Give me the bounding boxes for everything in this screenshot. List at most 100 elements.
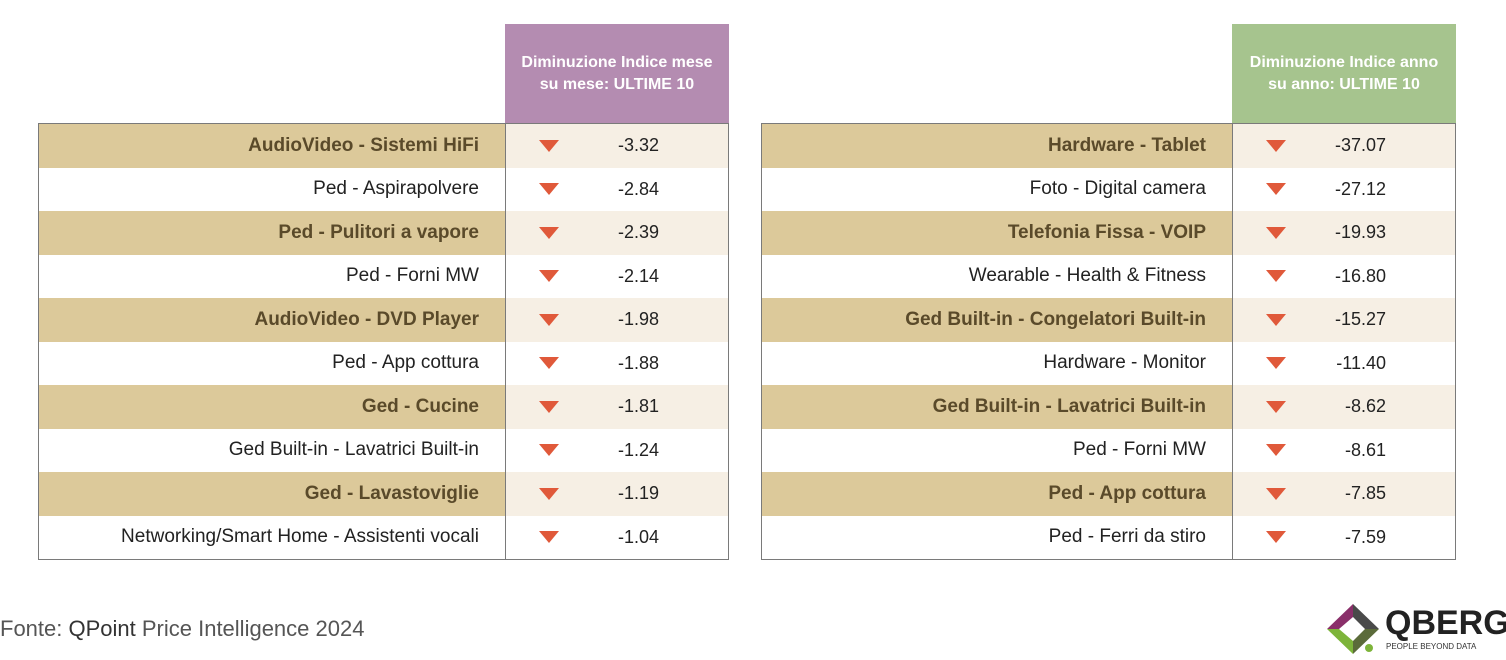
down-arrow-icon [539, 313, 579, 326]
mom-value-cell: -1.81 [506, 385, 728, 429]
yoy-row-value: -37.07 [1334, 135, 1386, 156]
table-row: AudioVideo - DVD Player -1.98 [39, 298, 728, 342]
mom-row-value: -1.04 [617, 526, 659, 547]
table-row: Ged - Lavastoviglie -1.19 [39, 472, 728, 516]
mom-value-cell: -2.39 [506, 211, 728, 255]
yoy-value-cell: -11.40 [1233, 341, 1455, 385]
mom-row-value: -1.98 [617, 309, 659, 330]
source-note: Fonte: QPoint Price Intelligence 2024 [0, 616, 364, 642]
yoy-value-cell: -16.80 [1233, 254, 1455, 298]
down-arrow-icon [539, 139, 579, 152]
table-row: Ged Built-in - Lavatrici Built-in -1.24 [39, 428, 728, 472]
mom-row-label: Ged - Cucine [39, 385, 506, 429]
yoy-row-label: Ged Built-in - Lavatrici Built-in [762, 385, 1233, 429]
yoy-row-label: Ped - Forni MW [762, 428, 1233, 472]
qberg-diamond-icon [1327, 604, 1379, 654]
yoy-row-value: -16.80 [1334, 265, 1386, 286]
down-arrow-icon [1266, 357, 1306, 370]
mom-row-value: -2.84 [617, 178, 659, 199]
down-arrow-icon [539, 270, 579, 283]
table-row: Ped - Pulitori a vapore -2.39 [39, 211, 728, 255]
yoy-value-cell: -7.59 [1233, 515, 1455, 559]
yoy-row-label: Hardware - Monitor [762, 341, 1233, 385]
down-arrow-icon [539, 444, 579, 457]
yoy-row-value: -8.62 [1344, 396, 1386, 417]
table-row: Ged Built-in - Lavatrici Built-in -8.62 [762, 385, 1455, 429]
table-row: Wearable - Health & Fitness -16.80 [762, 254, 1455, 298]
source-rest: Price Intelligence 2024 [135, 616, 365, 641]
down-arrow-icon [1266, 183, 1306, 196]
table-row: Telefonia Fissa - VOIP -19.93 [762, 211, 1455, 255]
down-arrow-icon [539, 400, 579, 413]
source-prefix: Fonte: [0, 616, 69, 641]
table-row: Ged - Cucine -1.81 [39, 385, 728, 429]
mom-value-cell: -3.32 [506, 124, 728, 168]
table-row: Ged Built-in - Congelatori Built-in -15.2… [762, 298, 1455, 342]
yoy-value-cell: -27.12 [1233, 167, 1455, 211]
mom-row-label: Ged - Lavastoviglie [39, 472, 506, 516]
table-row: Ped - Forni MW -2.14 [39, 254, 728, 298]
down-arrow-icon [539, 531, 579, 544]
mom-row-label: Ped - App cottura [39, 341, 506, 385]
table-row: Ped - Aspirapolvere -2.84 [39, 167, 728, 211]
yoy-row-value: -19.93 [1334, 222, 1386, 243]
yoy-value-cell: -8.62 [1233, 385, 1455, 429]
yoy-value-cell: -15.27 [1233, 298, 1455, 342]
table-row: Networking/Smart Home - Assistenti vocal… [39, 515, 728, 559]
mom-row-value: -2.14 [617, 265, 659, 286]
mom-row-label: AudioVideo - DVD Player [39, 298, 506, 342]
yoy-row-label: Foto - Digital camera [762, 167, 1233, 211]
yoy-value-cell: -7.85 [1233, 472, 1455, 516]
header-month-on-month: Diminuzione Indice mese su mese: ULTIME … [505, 24, 729, 123]
source-brand: QPoint [68, 616, 136, 641]
yoy-row-label: Telefonia Fissa - VOIP [762, 211, 1233, 255]
mom-row-label: Ped - Pulitori a vapore [39, 211, 506, 255]
down-arrow-icon [1266, 444, 1306, 457]
mom-row-label: Ped - Forni MW [39, 254, 506, 298]
yoy-value-cell: -19.93 [1233, 211, 1455, 255]
yoy-row-label: Wearable - Health & Fitness [762, 254, 1233, 298]
mom-row-label: Ped - Aspirapolvere [39, 167, 506, 211]
down-arrow-icon [1266, 270, 1306, 283]
table-row: Ped - Forni MW -8.61 [762, 428, 1455, 472]
down-arrow-icon [1266, 139, 1306, 152]
mom-row-value: -2.39 [617, 222, 659, 243]
table-year-on-year: Hardware - Tablet -37.07 Foto - Digital ca… [761, 123, 1456, 560]
yoy-row-label: Ped - Ferri da stiro [762, 515, 1233, 559]
logo-wordmark: QBERG [1385, 604, 1506, 642]
yoy-row-value: -8.61 [1344, 439, 1386, 460]
down-arrow-icon [539, 487, 579, 500]
table-row: Hardware - Monitor -11.40 [762, 341, 1455, 385]
mom-value-cell: -2.14 [506, 254, 728, 298]
logo-tagline: PEOPLE BEYOND DATA [1386, 642, 1477, 651]
down-arrow-icon [539, 357, 579, 370]
down-arrow-icon [1266, 226, 1306, 239]
table-row: AudioVideo - Sistemi HiFi -3.32 [39, 124, 728, 168]
mom-row-label: Networking/Smart Home - Assistenti vocal… [39, 515, 506, 559]
yoy-row-label: Ged Built-in - Congelatori Built-in [762, 298, 1233, 342]
table-row: Foto - Digital camera -27.12 [762, 167, 1455, 211]
mom-row-value: -1.88 [617, 352, 659, 373]
mom-value-cell: -1.24 [506, 428, 728, 472]
mom-value-cell: -1.98 [506, 298, 728, 342]
mom-value-cell: -2.84 [506, 167, 728, 211]
yoy-row-value: -7.59 [1344, 526, 1386, 547]
mom-value-cell: -1.88 [506, 341, 728, 385]
mom-row-value: -3.32 [617, 135, 659, 156]
down-arrow-icon [1266, 313, 1306, 326]
mom-row-value: -1.24 [617, 439, 659, 460]
table-row: Ped - App cottura -1.88 [39, 341, 728, 385]
down-arrow-icon [539, 226, 579, 239]
mom-value-cell: -1.19 [506, 472, 728, 516]
table-row: Hardware - Tablet -37.07 [762, 124, 1455, 168]
yoy-value-cell: -8.61 [1233, 428, 1455, 472]
yoy-row-value: -27.12 [1334, 178, 1386, 199]
down-arrow-icon [1266, 400, 1306, 413]
mom-row-value: -1.81 [617, 396, 659, 417]
down-arrow-icon [1266, 531, 1306, 544]
mom-value-cell: -1.04 [506, 515, 728, 559]
table-row: Ped - Ferri da stiro -7.59 [762, 515, 1455, 559]
header-year-on-year: Diminuzione Indice anno su anno: ULTIME … [1232, 24, 1456, 123]
mom-row-value: -1.19 [617, 483, 659, 504]
yoy-row-value: -11.40 [1336, 352, 1386, 373]
